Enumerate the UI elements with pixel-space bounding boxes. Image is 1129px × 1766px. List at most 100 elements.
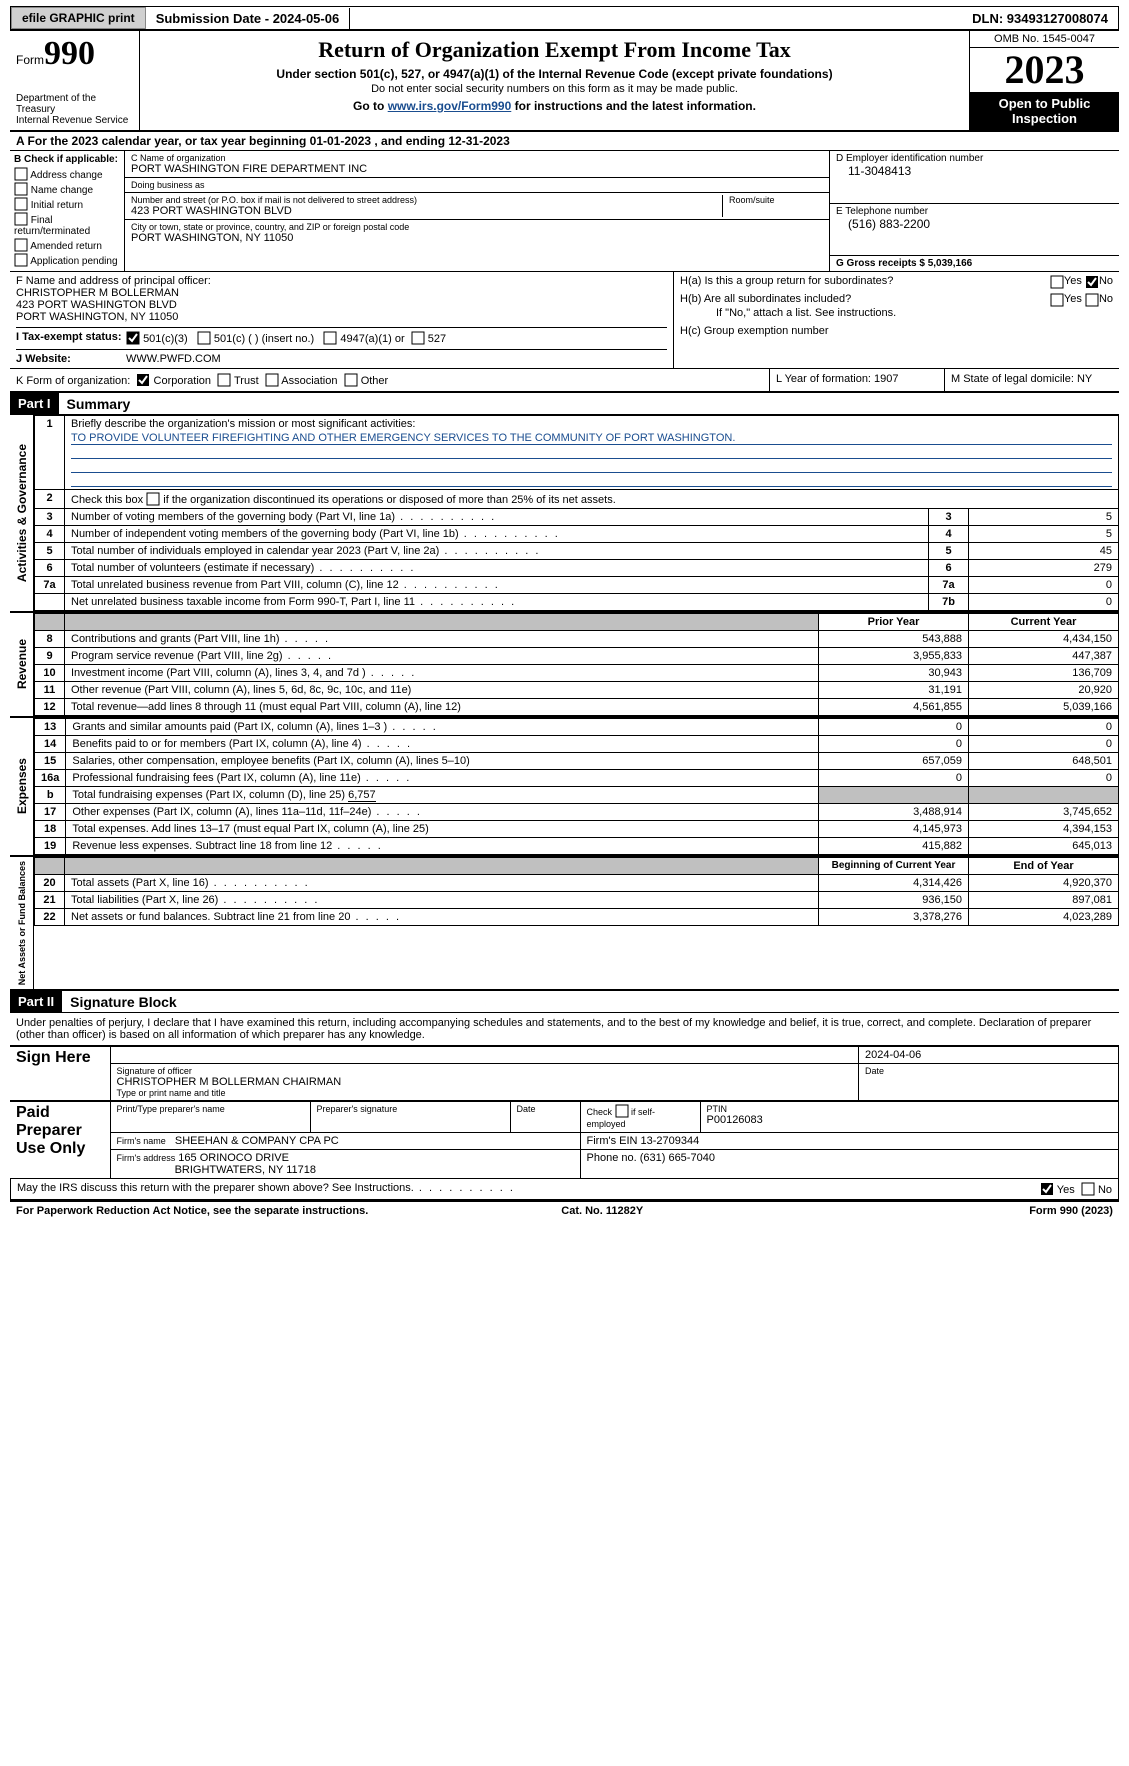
part2-header: Part II	[10, 991, 62, 1012]
instructions-link-row: Go to www.irs.gov/Form990 for instructio…	[148, 99, 961, 113]
perjury-declaration: Under penalties of perjury, I declare th…	[10, 1013, 1119, 1046]
box-m: M State of legal domicile: NY	[944, 369, 1119, 391]
l13: Grants and similar amounts paid (Part IX…	[66, 719, 819, 736]
box-e: E Telephone number(516) 883-2200	[830, 204, 1119, 257]
cb-name-change[interactable]: Name change	[14, 182, 120, 196]
cb-527[interactable]	[411, 331, 425, 345]
part1-header: Part I	[10, 393, 59, 414]
top-bar: efile GRAPHIC print Submission Date - 20…	[10, 6, 1119, 31]
efile-button[interactable]: efile GRAPHIC print	[11, 7, 146, 29]
paid-preparer: Paid Preparer Use Only	[10, 1102, 110, 1179]
discuss-row: May the IRS discuss this return with the…	[10, 1179, 1119, 1200]
cb-address-change[interactable]: Address change	[14, 167, 120, 181]
firm-addr2: BRIGHTWATERS, NY 11718	[175, 1164, 316, 1176]
cb-discuss-yes[interactable]	[1040, 1182, 1054, 1196]
v6: 279	[969, 560, 1119, 577]
v7b: 0	[969, 594, 1119, 611]
prior-hdr: Prior Year	[819, 614, 969, 631]
omb-number: OMB No. 1545-0047	[970, 31, 1119, 48]
l20: Total assets (Part X, line 16)	[65, 875, 819, 892]
submission-date: Submission Date - 2024-05-06	[146, 8, 351, 29]
l2: Check this box if the organization disco…	[65, 490, 1119, 509]
part1-title: Summary	[59, 396, 131, 412]
firm-phone: Phone no. (631) 665-7040	[580, 1150, 1119, 1179]
beg-hdr: Beginning of Current Year	[819, 858, 969, 875]
box-h: H(a) Is this a group return for subordin…	[674, 272, 1119, 368]
l19: Revenue less expenses. Subtract line 18 …	[66, 838, 819, 855]
cb-ha-yes[interactable]	[1050, 275, 1064, 289]
end-hdr: End of Year	[969, 858, 1119, 875]
v3: 5	[969, 509, 1119, 526]
cb-assoc[interactable]	[265, 373, 279, 387]
l7a: Total unrelated business revenue from Pa…	[65, 577, 929, 594]
l14: Benefits paid to or for members (Part IX…	[66, 736, 819, 753]
cb-ha-no[interactable]	[1085, 275, 1099, 289]
v7a: 0	[969, 577, 1119, 594]
ssn-note: Do not enter social security numbers on …	[148, 83, 961, 95]
ptin: P00126083	[707, 1114, 1113, 1126]
cb-hb-no[interactable]	[1085, 293, 1099, 307]
cb-discuss-no[interactable]	[1081, 1182, 1095, 1196]
sign-here: Sign Here	[10, 1047, 110, 1101]
footer-right: Form 990 (2023)	[1029, 1205, 1113, 1217]
form-header: Form990 Department of the Treasury Inter…	[10, 31, 1119, 132]
dept-label: Department of the Treasury Internal Reve…	[16, 93, 133, 126]
tax-year: 2023	[970, 48, 1119, 92]
form-subtitle: Under section 501(c), 527, or 4947(a)(1)…	[148, 67, 961, 81]
cb-hb-yes[interactable]	[1050, 293, 1064, 307]
line-a: A For the 2023 calendar year, or tax yea…	[10, 132, 1119, 151]
box-c-city: City or town, state or province, country…	[125, 220, 829, 246]
firm-addr1: 165 ORINOCO DRIVE	[178, 1152, 289, 1164]
box-b: B Check if applicable: Address change Na…	[10, 151, 125, 271]
l3: Number of voting members of the governin…	[65, 509, 929, 526]
website-label: J Website:	[16, 353, 126, 365]
cb-self-emp[interactable]	[615, 1104, 629, 1118]
dln: DLN: 93493127008074	[962, 8, 1118, 29]
firm-name: SHEEHAN & COMPANY CPA PC	[175, 1135, 339, 1147]
l9: Program service revenue (Part VIII, line…	[65, 648, 819, 665]
l7b: Net unrelated business taxable income fr…	[65, 594, 929, 611]
side-governance: Activities & Governance	[13, 440, 31, 586]
website-value: WWW.PWFD.COM	[126, 353, 221, 365]
box-k: K Form of organization: Corporation Trus…	[10, 369, 769, 391]
open-inspection: Open to Public Inspection	[970, 92, 1119, 130]
l15: Salaries, other compensation, employee b…	[66, 753, 819, 770]
l22: Net assets or fund balances. Subtract li…	[65, 909, 819, 926]
cb-501c[interactable]	[197, 331, 211, 345]
cb-trust[interactable]	[217, 373, 231, 387]
v5: 45	[969, 543, 1119, 560]
box-f: F Name and address of principal officer:…	[10, 272, 674, 368]
side-netassets: Net Assets or Fund Balances	[15, 857, 29, 989]
firm-ein: Firm's EIN 13-2709344	[580, 1133, 1119, 1150]
sign-date: 2024-04-06	[865, 1049, 921, 1061]
v4: 5	[969, 526, 1119, 543]
l1-label: Briefly describe the organization's miss…	[71, 418, 1112, 430]
cb-4947[interactable]	[323, 331, 337, 345]
l5: Total number of individuals employed in …	[65, 543, 929, 560]
side-expenses: Expenses	[13, 754, 31, 818]
box-l: L Year of formation: 1907	[769, 369, 944, 391]
cb-501c3[interactable]	[126, 331, 140, 345]
l4: Number of independent voting members of …	[65, 526, 929, 543]
cb-other[interactable]	[344, 373, 358, 387]
l8: Contributions and grants (Part VIII, lin…	[65, 631, 819, 648]
cb-amended[interactable]: Amended return	[14, 238, 120, 252]
l21: Total liabilities (Part X, line 26)	[65, 892, 819, 909]
officer-name: CHRISTOPHER M BOLLERMAN CHAIRMAN	[117, 1076, 853, 1088]
part2-title: Signature Block	[62, 994, 177, 1010]
cb-final-return[interactable]: Final return/terminated	[14, 212, 120, 237]
cb-app-pending[interactable]: Application pending	[14, 253, 120, 267]
side-revenue: Revenue	[13, 635, 31, 693]
current-hdr: Current Year	[969, 614, 1119, 631]
cb-l2[interactable]	[146, 492, 160, 506]
l18: Total expenses. Add lines 13–17 (must eq…	[66, 821, 819, 838]
box-c-dba: Doing business as	[125, 178, 829, 193]
box-c-name: C Name of organization PORT WASHINGTON F…	[125, 151, 829, 178]
cb-corp[interactable]	[136, 373, 150, 387]
tax-status-label: I Tax-exempt status:	[16, 331, 126, 345]
irs-link[interactable]: www.irs.gov/Form990	[388, 99, 512, 113]
form-number: Form990	[16, 35, 133, 73]
cb-initial-return[interactable]: Initial return	[14, 197, 120, 211]
l11: Other revenue (Part VIII, column (A), li…	[65, 682, 819, 699]
box-c-addr: Number and street (or P.O. box if mail i…	[125, 193, 829, 220]
